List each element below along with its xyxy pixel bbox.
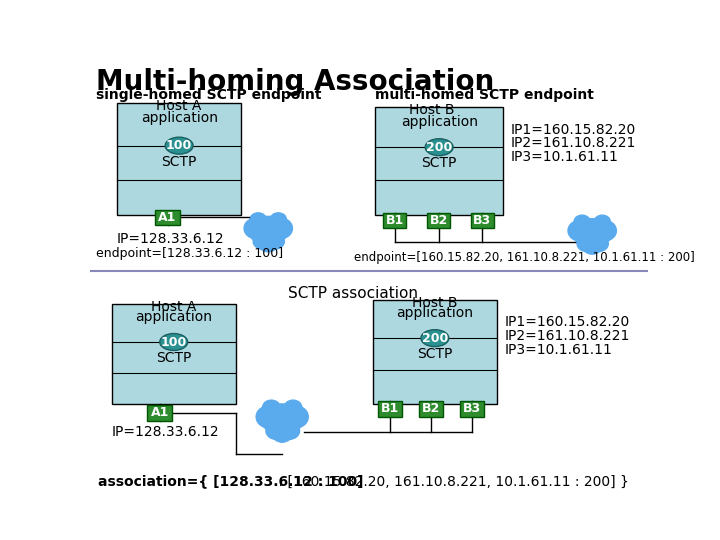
- Bar: [375, 107, 503, 215]
- Bar: [155, 210, 180, 225]
- Ellipse shape: [160, 334, 188, 350]
- Text: 200: 200: [426, 141, 452, 154]
- Text: 200: 200: [422, 332, 448, 345]
- Text: B2: B2: [430, 214, 448, 227]
- Ellipse shape: [574, 215, 590, 228]
- Bar: [427, 213, 451, 228]
- Text: IP2=161.10.8.221: IP2=161.10.8.221: [505, 329, 630, 343]
- Text: IP2=161.10.8.221: IP2=161.10.8.221: [510, 137, 636, 151]
- Ellipse shape: [426, 139, 453, 156]
- Text: SCTP: SCTP: [417, 347, 453, 361]
- Text: 100: 100: [161, 335, 186, 348]
- Text: B2: B2: [422, 402, 440, 415]
- Text: IP1=160.15.82.20: IP1=160.15.82.20: [505, 315, 630, 329]
- Text: Host A: Host A: [156, 99, 202, 113]
- Text: Host A: Host A: [151, 300, 197, 314]
- Text: B1: B1: [381, 402, 399, 415]
- Text: IP3=10.1.61.11: IP3=10.1.61.11: [510, 150, 618, 164]
- Bar: [117, 103, 241, 215]
- Bar: [419, 401, 443, 417]
- Text: A1: A1: [150, 406, 169, 420]
- Text: application: application: [135, 309, 212, 323]
- Bar: [471, 213, 494, 228]
- Text: Host B: Host B: [409, 103, 454, 117]
- Ellipse shape: [272, 426, 292, 442]
- Ellipse shape: [263, 400, 280, 414]
- Text: application: application: [400, 115, 477, 129]
- Ellipse shape: [594, 215, 611, 228]
- Ellipse shape: [248, 217, 289, 245]
- Text: SCTP: SCTP: [156, 351, 192, 365]
- Bar: [112, 303, 235, 403]
- Text: endpoint=[128.33.6.12 : 100]: endpoint=[128.33.6.12 : 100]: [96, 247, 284, 260]
- Text: IP=128.33.6.12: IP=128.33.6.12: [117, 232, 225, 246]
- Ellipse shape: [583, 239, 601, 254]
- Ellipse shape: [264, 233, 284, 249]
- Text: B1: B1: [385, 214, 404, 227]
- Ellipse shape: [261, 404, 304, 434]
- Ellipse shape: [253, 233, 274, 249]
- Text: endpoint=[160.15.82.20, 161.10.8.221, 10.1.61.11 : 200]: endpoint=[160.15.82.20, 161.10.8.221, 10…: [354, 251, 694, 264]
- Bar: [373, 300, 497, 403]
- Text: 100: 100: [166, 139, 192, 152]
- Text: multi-homed SCTP endpoint: multi-homed SCTP endpoint: [375, 88, 594, 102]
- Ellipse shape: [270, 213, 287, 226]
- Ellipse shape: [250, 213, 266, 226]
- Ellipse shape: [266, 422, 287, 440]
- Ellipse shape: [421, 330, 449, 347]
- Text: IP=128.33.6.12: IP=128.33.6.12: [112, 425, 220, 439]
- Text: association={ [128.33.6.12 : 100]: association={ [128.33.6.12 : 100]: [98, 475, 364, 489]
- Ellipse shape: [270, 218, 292, 238]
- Ellipse shape: [259, 237, 277, 252]
- Text: B3: B3: [463, 402, 481, 415]
- Ellipse shape: [577, 235, 597, 252]
- Ellipse shape: [284, 400, 302, 414]
- Bar: [461, 401, 484, 417]
- Ellipse shape: [278, 422, 300, 440]
- Ellipse shape: [588, 235, 608, 252]
- Text: : [160.15.82.20, 161.10.8.221, 10.1.61.11 : 200] }: : [160.15.82.20, 161.10.8.221, 10.1.61.1…: [274, 475, 629, 489]
- Bar: [383, 213, 406, 228]
- Text: application: application: [397, 306, 473, 320]
- Text: application: application: [140, 111, 217, 125]
- Bar: [148, 405, 172, 421]
- Ellipse shape: [256, 406, 280, 428]
- Bar: [378, 401, 402, 417]
- Text: B3: B3: [473, 214, 491, 227]
- Text: A1: A1: [158, 211, 176, 224]
- Ellipse shape: [594, 221, 616, 241]
- Text: IP3=10.1.61.11: IP3=10.1.61.11: [505, 343, 613, 357]
- Ellipse shape: [572, 219, 612, 247]
- Text: SCTP: SCTP: [421, 157, 456, 171]
- Ellipse shape: [244, 218, 266, 238]
- Ellipse shape: [165, 137, 193, 154]
- Text: SCTP association: SCTP association: [287, 286, 418, 301]
- Ellipse shape: [284, 406, 308, 428]
- Text: Multi-homing Association: Multi-homing Association: [96, 68, 495, 96]
- Ellipse shape: [568, 221, 590, 241]
- Text: SCTP: SCTP: [161, 155, 197, 169]
- Text: single-homed SCTP endpoint: single-homed SCTP endpoint: [96, 88, 322, 102]
- Text: Host B: Host B: [412, 296, 458, 310]
- Text: IP1=160.15.82.20: IP1=160.15.82.20: [510, 123, 636, 137]
